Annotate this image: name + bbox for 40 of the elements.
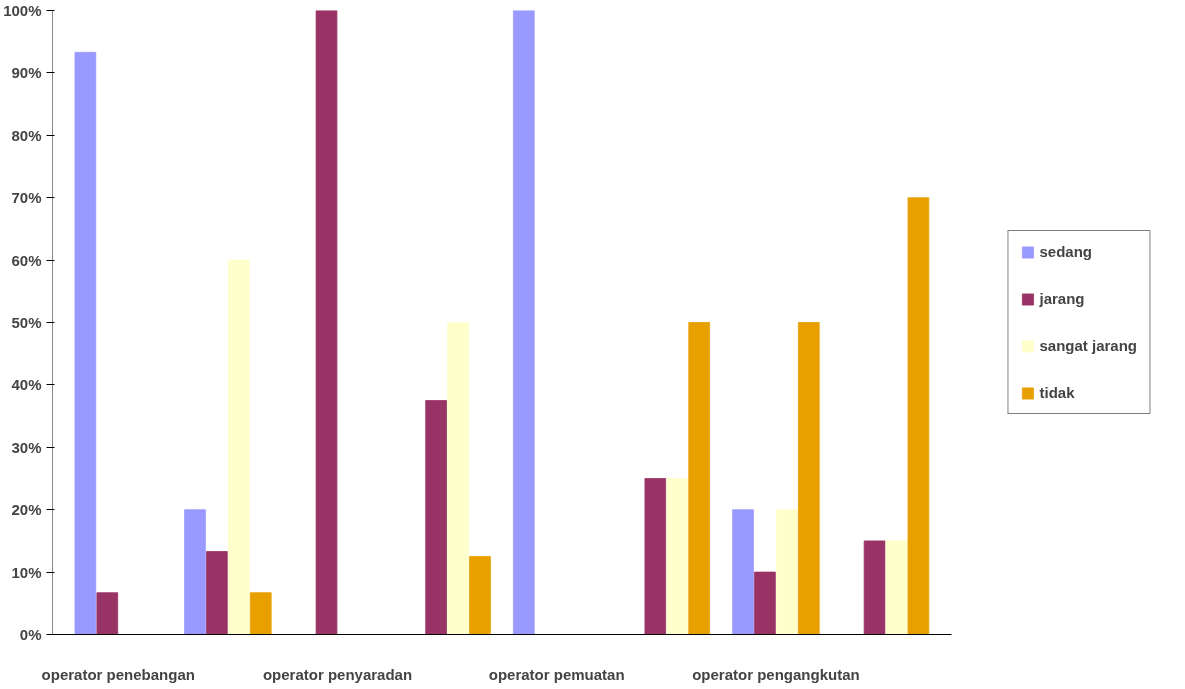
bar [732,509,754,635]
legend-label: jarang [1039,290,1085,307]
bar [797,322,820,635]
bar [184,509,206,635]
y-tick-label: 30% [11,438,42,456]
y-tick-label: 40% [11,376,42,394]
bar [644,478,667,635]
bar [74,51,97,635]
bar [754,571,776,635]
x-tick-label: operator penebangan [41,665,195,683]
y-tick-label: 60% [11,251,42,269]
legend-label: sedang [1039,243,1092,260]
x-tick-label: operator pemuatan [488,665,625,683]
legend-label: tidak [1039,384,1075,401]
y-tick-label: 70% [11,189,42,207]
bar [96,592,119,635]
bar [228,259,250,635]
bar [513,10,535,635]
bar [249,592,272,635]
bar [688,322,710,635]
y-tick-label: 0% [19,626,42,643]
y-tick-label: 50% [11,314,42,331]
y-tick-label: 10% [11,563,42,581]
x-tick-label: operator pengangkutan [692,665,860,683]
y-tick-label: 100% [3,2,42,19]
bar [469,556,491,635]
legend-label: sangat jarang [1039,337,1137,354]
bar [776,509,798,635]
y-tick-label: 90% [11,64,42,82]
bar [425,400,447,635]
y-tick-label: 80% [11,126,42,144]
y-tick-label: 20% [11,501,42,519]
bar [666,478,689,635]
bar [863,540,886,635]
bar [206,551,228,635]
bar [315,10,338,635]
bar [907,197,930,635]
bar [447,322,469,635]
x-tick-label: operator penyaradan [262,665,413,683]
bar [885,540,908,635]
